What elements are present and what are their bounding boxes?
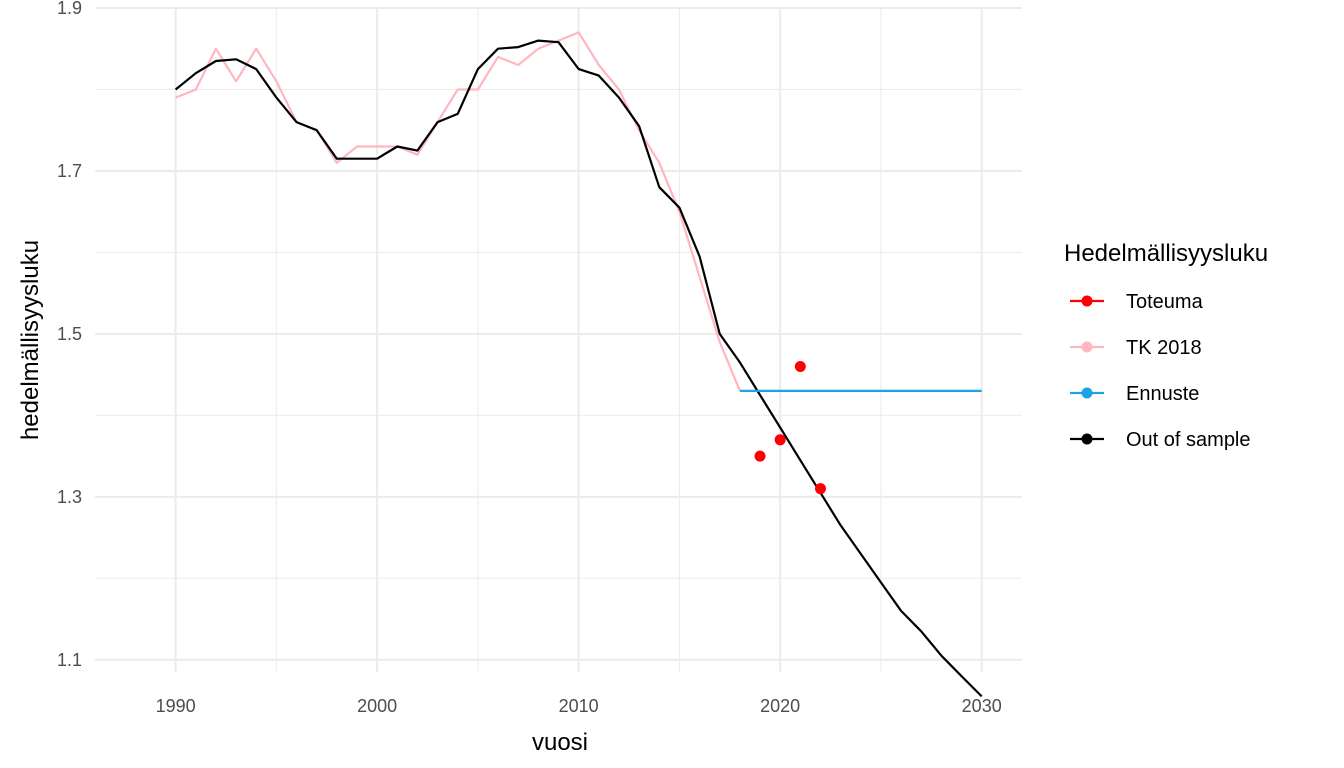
y-tick-label: 1.1 [57, 650, 82, 670]
x-tick-label: 2010 [559, 696, 599, 716]
x-axis-title: vuosi [532, 729, 588, 756]
series-line-out-of-sample [174, 39, 983, 698]
data-point-toteuma [794, 360, 806, 372]
data-point-toteuma [814, 483, 826, 495]
y-tick-label: 1.7 [57, 161, 82, 181]
legend-title: Hedelmällisyysluku [1064, 240, 1268, 267]
x-tick-label: 1990 [156, 696, 196, 716]
legend-label: Toteuma [1126, 291, 1204, 313]
series-line-tk-2018 [175, 31, 741, 392]
x-tick-label: 2030 [962, 696, 1002, 716]
x-tick-labels: 1990 2000 2010 2020 2030 [156, 696, 1002, 716]
legend-key-out-of-sample-dot [1081, 433, 1093, 445]
legend-key-ennuste-dot [1081, 387, 1093, 399]
data-point-toteuma [754, 450, 766, 462]
y-tick-label: 1.5 [57, 324, 82, 344]
x-tick-label: 2000 [357, 696, 397, 716]
y-tick-label: 1.9 [57, 0, 82, 18]
grid-lines [95, 7, 1022, 672]
legend-key-toteuma-dot [1081, 295, 1093, 307]
legend-label: TK 2018 [1126, 337, 1202, 359]
y-tick-labels: 1.1 1.3 1.5 1.7 1.9 [57, 0, 82, 670]
y-axis-title: hedelmällisyysluku [17, 240, 44, 440]
legend: Hedelmällisyysluku Toteuma TK 2018 Ennuste… [1064, 240, 1268, 451]
legend-label: Ennuste [1126, 383, 1199, 405]
data-point-toteuma [774, 434, 786, 446]
x-tick-label: 2020 [760, 696, 800, 716]
y-tick-label: 1.3 [57, 487, 82, 507]
series-layer [174, 31, 983, 698]
legend-label: Out of sample [1126, 429, 1251, 451]
legend-key-tk-2018-dot [1081, 341, 1093, 353]
